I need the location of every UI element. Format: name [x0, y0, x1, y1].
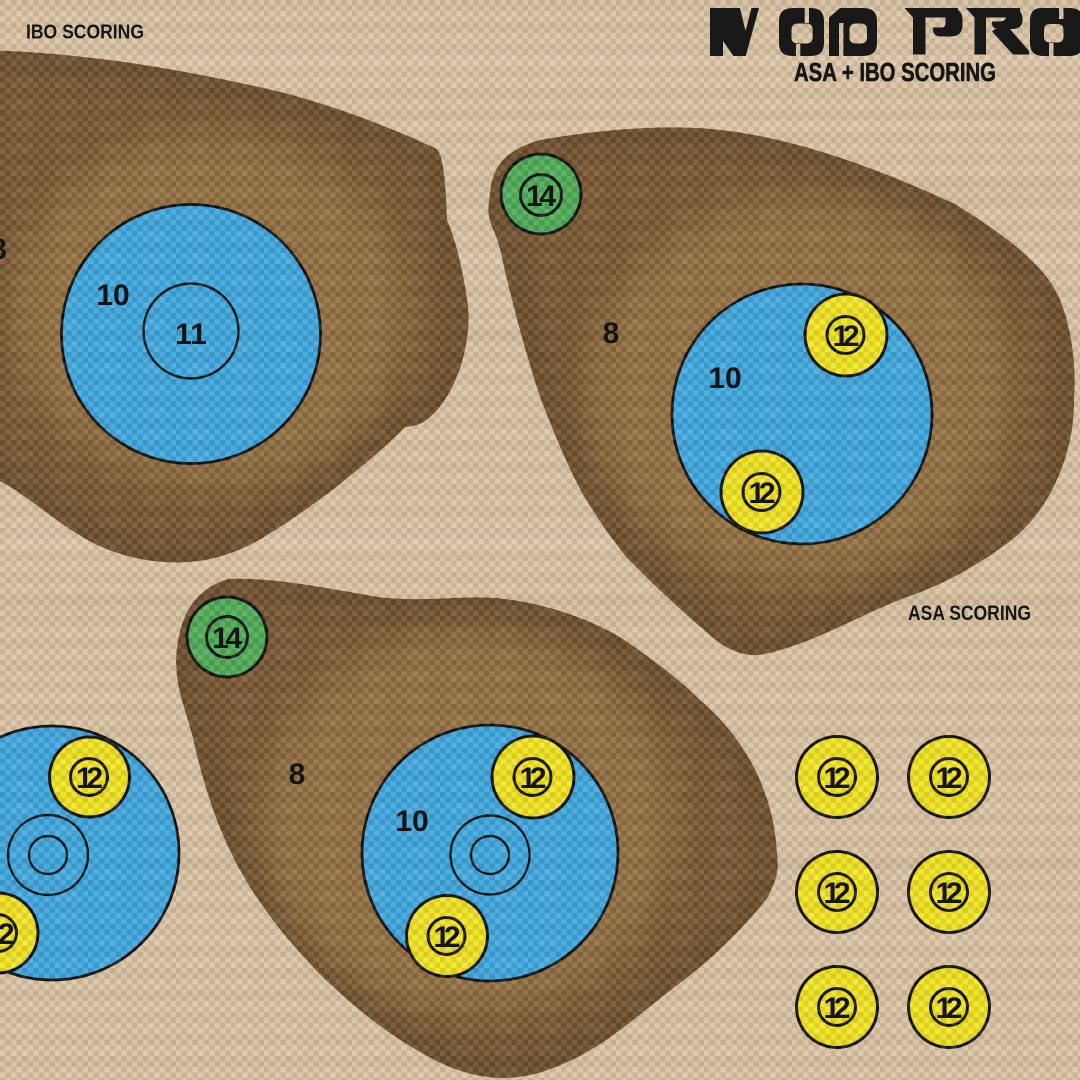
svg-text:12: 12: [833, 320, 860, 353]
svg-text:10: 10: [395, 805, 428, 838]
svg-text:12: 12: [76, 762, 103, 795]
svg-text:12: 12: [936, 762, 963, 795]
svg-text:ASA + IBO SCORING: ASA + IBO SCORING: [794, 57, 996, 87]
svg-text:12: 12: [936, 877, 963, 910]
svg-text:12: 12: [824, 992, 851, 1025]
svg-text:8: 8: [0, 233, 7, 266]
svg-text:12: 12: [936, 992, 963, 1025]
svg-text:8: 8: [289, 758, 306, 791]
svg-text:12: 12: [824, 762, 851, 795]
svg-text:12: 12: [749, 477, 776, 510]
svg-text:12: 12: [520, 762, 547, 795]
svg-text:11: 11: [175, 318, 207, 351]
svg-text:10: 10: [96, 279, 129, 312]
svg-text:IBO SCORING: IBO SCORING: [26, 22, 144, 44]
svg-text:14: 14: [526, 180, 556, 213]
svg-text:8: 8: [603, 317, 620, 350]
svg-text:10: 10: [708, 362, 741, 395]
svg-text:12: 12: [0, 918, 15, 951]
svg-text:12: 12: [824, 877, 851, 910]
svg-text:14: 14: [212, 622, 242, 655]
svg-text:ASA SCORING: ASA SCORING: [908, 601, 1031, 625]
svg-text:12: 12: [434, 921, 461, 954]
